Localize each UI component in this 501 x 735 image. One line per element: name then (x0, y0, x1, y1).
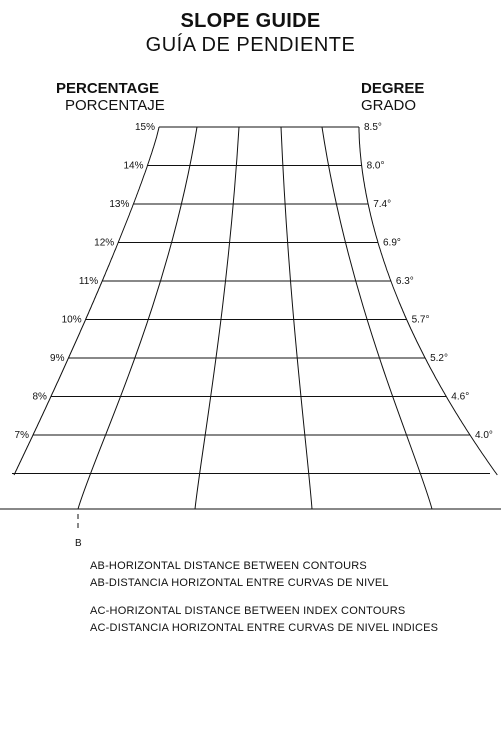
percent-label: 13% (109, 199, 129, 210)
degree-label: 6.9° (383, 238, 401, 249)
degree-label: 6.3° (396, 276, 414, 287)
fan-line (77, 126, 198, 510)
degree-header: DEGREE (361, 80, 425, 97)
percent-label: 11% (79, 276, 98, 287)
degree-label: 5.2° (430, 353, 448, 364)
degree-label: 8.5° (364, 122, 382, 133)
degree-label: 5.7° (412, 315, 430, 326)
percent-label: 7% (15, 430, 30, 441)
grado-header: GRADO (361, 97, 417, 114)
right-boundary-curve (358, 127, 498, 476)
percentage-header: PERCENTAGE (56, 80, 160, 97)
degree-label: 4.0° (475, 430, 493, 441)
fan-line (321, 126, 433, 510)
degree-label: 8.0° (367, 161, 385, 172)
subtitle: GUÍA DE PENDIENTE (145, 34, 356, 56)
porcentaje-header: PORCENTAJE (65, 97, 165, 114)
left-boundary-curve (13, 126, 160, 476)
percent-label: 10% (62, 315, 82, 326)
percent-label: 12% (94, 238, 114, 249)
point-b-label: B (75, 538, 82, 549)
title: SLOPE GUIDE (180, 10, 321, 32)
fan-line (280, 126, 313, 510)
degree-label: 7.4° (373, 199, 391, 210)
percent-label: 8% (32, 392, 47, 403)
note-ab-spanish: AB-DISTANCIA HORIZONTAL ENTRE CURVAS DE … (90, 577, 389, 589)
percent-label: 15% (135, 122, 155, 133)
note-ac-english: AC-HORIZONTAL DISTANCE BETWEEN INDEX CON… (90, 605, 406, 617)
note-ac-spanish: AC-DISTANCIA HORIZONTAL ENTRE CURVAS DE … (90, 622, 439, 634)
degree-label: 4.6° (451, 392, 469, 403)
percent-label: 9% (50, 353, 65, 364)
note-ab-english: AB-HORIZONTAL DISTANCE BETWEEN CONTOURS (90, 560, 367, 572)
percent-label: 14% (123, 161, 143, 172)
fan-line (194, 126, 240, 510)
